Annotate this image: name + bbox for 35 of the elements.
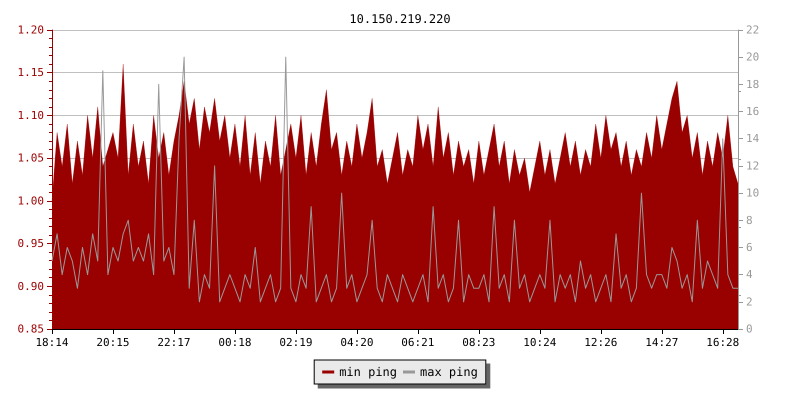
- y2-tick-label: 0: [746, 322, 753, 336]
- x-tick-label: 00:18: [218, 336, 252, 349]
- legend-label: min ping: [339, 365, 397, 379]
- y-tick-label: 0.85: [18, 322, 44, 336]
- x-tick-label: 08:23: [462, 336, 496, 349]
- y2-tick-label: 6: [746, 240, 753, 254]
- legend-label: max ping: [420, 365, 478, 379]
- y-tick-label: 1.05: [18, 152, 44, 165]
- y2-tick-label: 10: [746, 186, 760, 200]
- y2-tick-label: 8: [746, 214, 753, 227]
- x-tick-label: 22:17: [157, 336, 191, 349]
- x-tick-label: 14:27: [645, 336, 678, 349]
- y2-tick-label: 12: [746, 159, 760, 172]
- y2-tick-label: 4: [746, 268, 753, 282]
- y2-tick-label: 22: [746, 24, 760, 36]
- x-tick-label: 20:15: [96, 336, 130, 349]
- y-tick-label: 1.10: [18, 108, 44, 122]
- y2-tick-label: 14: [746, 132, 760, 146]
- x-tick-label: 04:20: [340, 336, 374, 349]
- y-tick-label: 1.15: [18, 66, 44, 80]
- x-tick-label: 06:21: [401, 336, 434, 349]
- x-tick-label: 02:19: [279, 336, 312, 349]
- y-tick-label: 1.00: [18, 194, 44, 208]
- x-tick-label: 10:24: [523, 336, 557, 349]
- y-tick-label: 1.20: [18, 24, 44, 36]
- chart-title: 10.150.219.220: [349, 12, 451, 26]
- x-tick-label: 12:26: [584, 336, 618, 349]
- y-tick-label: 0.95: [18, 237, 44, 250]
- y2-tick-label: 2: [746, 295, 753, 308]
- y2-tick-label: 18: [746, 78, 760, 91]
- y-tick-label: 0.90: [18, 280, 44, 293]
- x-tick-label: 16:28: [706, 336, 740, 349]
- y2-tick-label: 16: [746, 105, 760, 118]
- x-tick-label: 18:14: [35, 336, 69, 349]
- y2-tick-label: 20: [746, 50, 760, 64]
